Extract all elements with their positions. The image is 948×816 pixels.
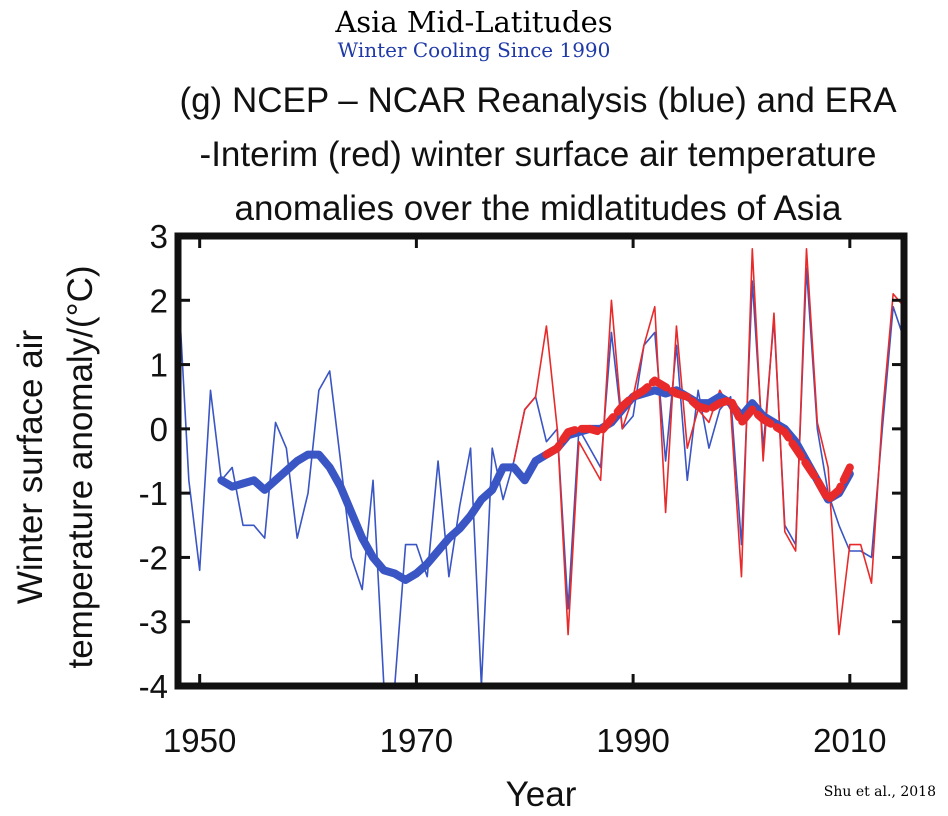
y-tick-label: -1: [139, 475, 168, 512]
y-axis-label-line-2: temperature anomaly/(°C): [61, 265, 100, 668]
chart-title-line-1: (g) NCEP – NCAR Reanalysis (blue) and ER…: [179, 81, 897, 120]
plot-frame: [174, 232, 908, 690]
x-tick-label: 1950: [163, 722, 236, 759]
x-axis-label: Year: [506, 775, 577, 814]
axis-ticks: 1950 1970 1990 2010 -4 -3 -2 -1 0 1 2 3: [139, 218, 904, 759]
ncep-thin-series-line: [177, 267, 905, 687]
x-tick-label: 1970: [380, 722, 453, 759]
y-tick-label: 0: [150, 411, 168, 448]
plot-lines: [177, 248, 905, 687]
era-smooth-dashed-series-line: [542, 376, 854, 504]
y-tick-label: -3: [139, 604, 168, 641]
era-thin-series-line: [513, 248, 905, 636]
ncep-smooth-series-line: [217, 386, 854, 584]
y-tick-label: 2: [150, 282, 168, 319]
header-title: Asia Mid-Latitudes: [335, 5, 613, 39]
y-axis-label-line-1: Winter surface air: [11, 330, 50, 605]
chart-title-line-2: -Interim (red) winter surface air temper…: [199, 135, 877, 174]
x-tick-label: 1990: [596, 722, 669, 759]
y-tick-label: -2: [139, 539, 168, 576]
source-note: Shu et al., 2018: [823, 784, 936, 800]
y-tick-label: 3: [150, 218, 168, 255]
y-tick-label: 1: [150, 347, 168, 384]
chart-title-line-3: anomalies over the midlatitudes of Asia: [234, 189, 842, 228]
x-tick-label: 2010: [813, 722, 886, 759]
y-tick-label: -4: [139, 668, 168, 705]
header-subtitle: Winter Cooling Since 1990: [337, 38, 611, 62]
